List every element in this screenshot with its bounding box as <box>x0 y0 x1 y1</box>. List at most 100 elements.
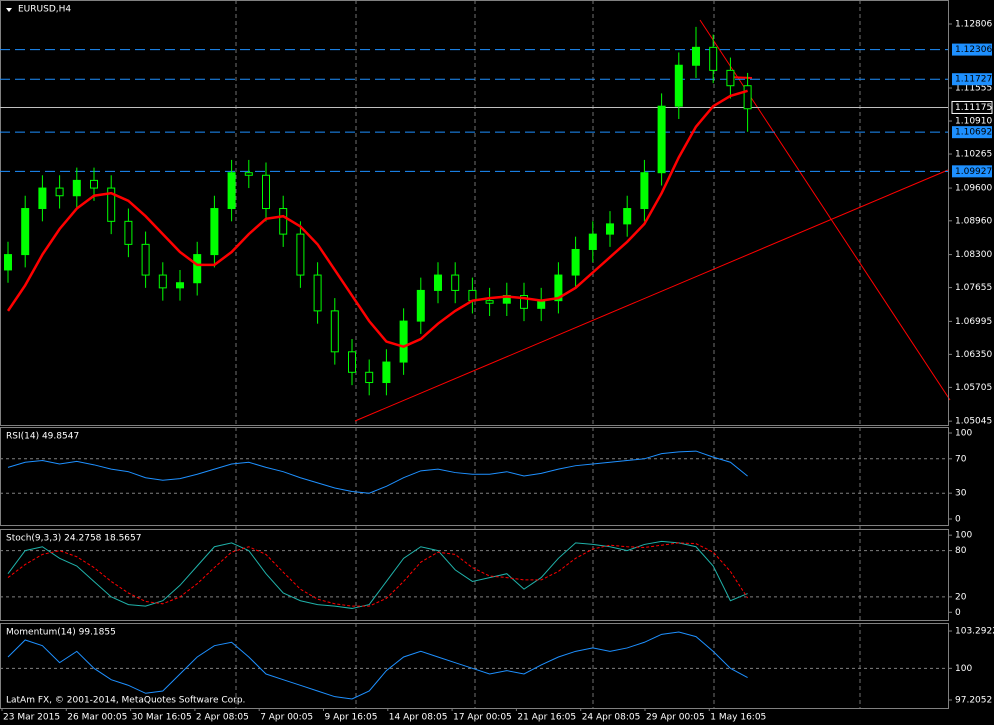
x-tick-label: 14 Apr 08:05 <box>389 713 448 723</box>
candle-body <box>657 105 666 174</box>
candle-body <box>90 179 98 189</box>
candle-body <box>193 254 202 284</box>
candle-body <box>365 371 374 384</box>
y-tick-label: 100 <box>955 531 972 541</box>
panel-frame <box>0 0 949 426</box>
candle-body <box>588 233 597 250</box>
series-line <box>7 631 748 700</box>
level-tag <box>952 73 992 86</box>
x-tick-label: 17 Apr 00:05 <box>453 713 512 723</box>
candle-body <box>176 282 184 289</box>
level-label: 1.11727 <box>955 75 992 85</box>
panel-frame <box>0 427 949 526</box>
candle-body <box>296 233 305 276</box>
x-tick-label: 29 Apr 00:05 <box>646 713 705 723</box>
candle-body <box>55 187 64 197</box>
x-tick-label: 1 May 16:05 <box>710 713 766 723</box>
y-tick-label: 80 <box>955 546 967 556</box>
y-tick-label: 1.06350 <box>955 350 992 360</box>
candle-body <box>554 274 563 302</box>
candle-body <box>141 243 150 276</box>
y-tick-label: 100 <box>955 429 972 439</box>
bid-label: 1.11175 <box>955 103 992 113</box>
panel-title: EURUSD,H4 <box>18 5 71 15</box>
candle-body <box>399 320 408 363</box>
candle-body <box>107 187 116 222</box>
level-tag <box>952 165 992 178</box>
y-tick-label: 1.09600 <box>955 184 992 194</box>
y-tick-label: 0 <box>955 514 961 524</box>
series-line <box>7 540 748 609</box>
candle-body <box>124 220 133 245</box>
candle-body <box>571 248 580 276</box>
level-label: 1.09927 <box>955 167 992 177</box>
candle-body <box>416 289 425 322</box>
y-tick-label: 1.12806 <box>955 20 992 30</box>
panel-title: RSI(14) 49.8547 <box>6 432 79 442</box>
y-tick-label: 103.2922 <box>955 627 994 637</box>
x-tick-label: 2 Apr 08:05 <box>196 713 249 723</box>
candle-body <box>262 174 270 210</box>
x-tick-label: 21 Apr 16:05 <box>517 713 576 723</box>
candle-body <box>38 187 47 210</box>
y-tick-label: 1.08300 <box>955 250 992 260</box>
candle-body <box>21 208 30 256</box>
level-tag <box>952 43 992 56</box>
y-tick-label: 0 <box>955 608 961 618</box>
candle-body <box>382 361 391 384</box>
candle-body <box>4 254 12 271</box>
y-tick-label: 1.07655 <box>955 283 992 293</box>
y-tick-label: 1.11555 <box>955 84 992 94</box>
y-tick-label: 1.10910 <box>955 117 992 127</box>
menu-arrow <box>6 8 12 12</box>
y-tick-label: 1.10265 <box>955 150 992 160</box>
x-tick-label: 9 Apr 16:05 <box>325 713 378 723</box>
y-tick-label: 97.2052 <box>955 696 992 706</box>
candle-body <box>244 172 253 176</box>
y-tick-label: 70 <box>955 454 967 464</box>
candle-body <box>606 223 614 235</box>
x-tick-label: 24 Apr 08:05 <box>582 713 641 723</box>
series-line <box>7 542 749 607</box>
candle-body <box>520 295 528 309</box>
candle-body <box>210 208 219 256</box>
y-tick-label: 1.06995 <box>955 317 992 327</box>
candle-body <box>348 351 356 373</box>
candle-body <box>227 172 236 210</box>
candle-body <box>451 274 460 291</box>
trend-lines <box>354 19 951 422</box>
candle-body <box>72 179 81 197</box>
panel-title: Momentum(14) 99.1855 <box>6 628 116 638</box>
panel-title: Stoch(9,3,3) 24.2758 18.5657 <box>6 534 141 544</box>
candle-body <box>623 208 632 225</box>
candle-body <box>709 46 718 71</box>
candle-body <box>743 85 752 110</box>
x-tick-label: 26 Mar 00:05 <box>67 713 127 723</box>
candle-body <box>674 64 683 107</box>
copyright: LatAm FX, © 2001-2014, MetaQuotes Softwa… <box>6 696 245 706</box>
x-tick-label: 23 Mar 2015 <box>3 713 60 723</box>
panel-frame <box>0 623 949 709</box>
x-tick-label: 7 Apr 00:05 <box>260 713 313 723</box>
level-tag <box>952 126 992 139</box>
y-tick-label: 1.05705 <box>955 383 992 393</box>
candle-body <box>330 310 339 353</box>
y-tick-label: 100 <box>955 664 972 674</box>
y-tick-label: 1.08960 <box>955 216 992 226</box>
candle-body <box>158 274 167 289</box>
series-line <box>7 450 748 494</box>
series-line <box>6 89 748 349</box>
candle-body <box>434 274 442 291</box>
panel-frame <box>0 529 949 621</box>
y-tick-label: 1.05045 <box>955 417 992 427</box>
bid-tag <box>951 100 993 114</box>
candle-body <box>279 208 288 235</box>
level-label: 1.10692 <box>955 128 992 138</box>
candle-body <box>313 274 322 312</box>
y-tick-label: 30 <box>955 489 967 499</box>
level-label: 1.12306 <box>955 45 992 55</box>
x-tick-label: 30 Mar 16:05 <box>132 713 192 723</box>
candle-body <box>726 69 735 87</box>
candle-body <box>485 300 494 304</box>
